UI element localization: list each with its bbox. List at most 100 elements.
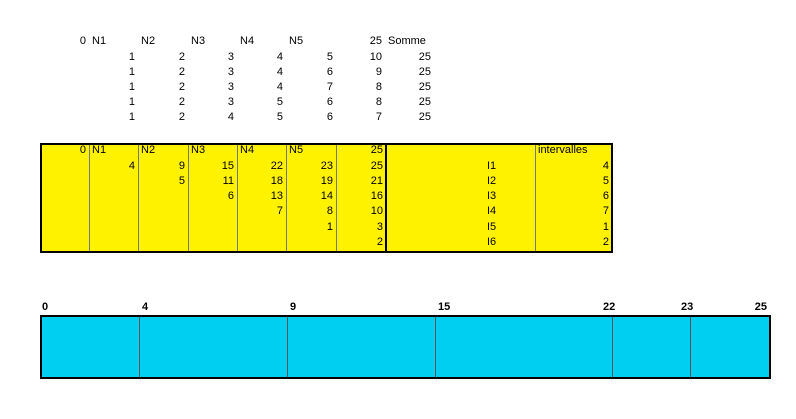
number-cell: 7 [375, 111, 382, 123]
number-cell: 3 [227, 51, 234, 63]
text-cell: N5 [289, 144, 304, 156]
number-cell: 25 [418, 51, 431, 63]
number-cell: 5 [602, 174, 609, 187]
text-cell: I1 [487, 159, 497, 172]
number-cell: 3 [227, 96, 234, 108]
number-cell: 9 [375, 66, 382, 78]
number-cell: 25 [418, 96, 431, 108]
segment-divider [690, 317, 691, 377]
number-cell: 1 [128, 51, 135, 63]
number-cell: 2 [178, 111, 185, 123]
number-cell: 0 [79, 35, 86, 47]
number-cell: 25 [418, 81, 431, 93]
bar-label: 22 [603, 301, 616, 313]
number-cell: 14 [320, 190, 333, 203]
bar-label: 4 [142, 301, 149, 313]
number-cell: 2 [178, 66, 185, 78]
number-cell: 25 [418, 111, 431, 123]
grid-line [89, 145, 90, 251]
number-cell: 4 [276, 66, 283, 78]
number-cell: 1 [128, 96, 135, 108]
grid-line [286, 145, 287, 251]
number-cell: 11 [222, 174, 234, 187]
text-cell: N5 [289, 35, 304, 47]
segment-divider [435, 317, 436, 377]
interval-bar [40, 315, 771, 379]
number-cell: 6 [227, 190, 234, 203]
number-cell: 2 [178, 81, 185, 93]
number-cell: 10 [369, 51, 382, 63]
number-cell: 1 [602, 220, 609, 233]
number-cell: 3 [376, 220, 383, 233]
number-cell: 4 [602, 159, 609, 172]
text-cell: I6 [487, 236, 497, 248]
grid-line [336, 145, 337, 251]
number-cell: 4 [276, 51, 283, 63]
number-cell: 19 [320, 174, 333, 187]
number-cell: 6 [326, 111, 333, 123]
number-cell: 2 [602, 236, 609, 248]
number-cell: 8 [375, 81, 382, 93]
text-cell: intervalles [538, 144, 588, 156]
text-cell: Somme [388, 35, 426, 47]
number-cell: 25 [418, 66, 431, 78]
number-cell: 4 [128, 159, 135, 172]
grid-line [535, 145, 536, 251]
number-cell: 0 [79, 144, 86, 156]
segment-divider [139, 317, 140, 377]
number-cell: 7 [326, 81, 333, 93]
number-cell: 1 [326, 220, 333, 233]
number-cell: 25 [369, 35, 382, 47]
number-cell: 9 [178, 159, 185, 172]
number-cell: 10 [370, 205, 383, 218]
number-cell: 5 [326, 51, 333, 63]
text-cell: N1 [92, 144, 107, 156]
text-cell: I3 [487, 190, 497, 203]
number-cell: 22 [270, 159, 283, 172]
text-cell: N4 [240, 144, 255, 156]
bar-label: 25 [754, 301, 767, 313]
number-cell: 3 [227, 66, 234, 78]
text-cell: N3 [191, 35, 206, 47]
number-cell: 6 [326, 96, 333, 108]
grid-line [188, 145, 189, 251]
number-cell: 13 [270, 190, 283, 203]
text-cell: N1 [92, 35, 107, 47]
number-cell: 7 [276, 205, 283, 218]
number-cell: 2 [178, 51, 185, 63]
text-cell: I5 [487, 220, 497, 233]
number-cell: 2 [178, 96, 185, 108]
number-cell: 1 [128, 66, 135, 78]
number-cell: 6 [602, 190, 609, 203]
number-cell: 21 [370, 174, 383, 187]
number-cell: 16 [370, 190, 383, 203]
number-cell: 5 [276, 96, 283, 108]
bar-label: 15 [438, 301, 451, 313]
text-cell: N2 [141, 35, 156, 47]
grid-line [138, 145, 139, 251]
number-cell: 3 [227, 81, 234, 93]
bar-label: 23 [681, 301, 694, 313]
divider [385, 145, 387, 251]
number-cell: 25 [370, 159, 383, 172]
number-cell: 15 [221, 159, 234, 172]
segment-divider [287, 317, 288, 377]
text-cell: N4 [240, 35, 255, 47]
number-cell: 8 [375, 96, 382, 108]
text-cell: I2 [487, 174, 497, 187]
number-cell: 4 [276, 81, 283, 93]
intervals-table [40, 143, 613, 253]
bar-label: 0 [42, 301, 49, 313]
text-cell: N2 [141, 144, 156, 156]
number-cell: 4 [227, 111, 234, 123]
number-cell: 18 [270, 174, 283, 187]
number-cell: 2 [376, 236, 383, 248]
number-cell: 7 [602, 205, 609, 218]
number-cell: 23 [320, 159, 333, 172]
segment-divider [612, 317, 613, 377]
grid-line [237, 145, 238, 251]
text-cell: I4 [487, 205, 497, 218]
number-cell: 5 [178, 174, 185, 187]
number-cell: 5 [276, 111, 283, 123]
